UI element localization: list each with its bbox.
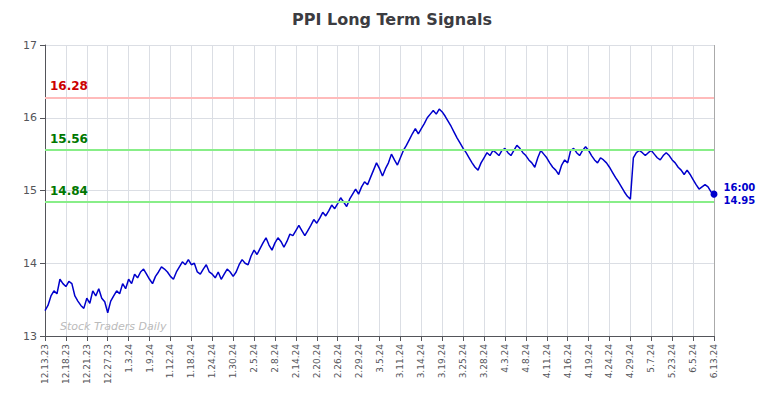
svg-text:2.8.24: 2.8.24 [270,344,280,373]
svg-text:1.30.24: 1.30.24 [228,344,238,379]
svg-text:1.9.24: 1.9.24 [145,344,155,373]
svg-text:2.26.24: 2.26.24 [333,344,343,379]
svg-text:4.16.24: 4.16.24 [563,344,573,379]
svg-text:1.24.24: 1.24.24 [207,344,217,379]
svg-text:14.84: 14.84 [50,184,88,198]
svg-text:3.19.24: 3.19.24 [437,344,447,379]
svg-text:3.25.24: 3.25.24 [458,344,468,379]
svg-text:4.19.24: 4.19.24 [584,344,594,379]
svg-text:14.95: 14.95 [724,195,756,206]
svg-text:5.7.24: 5.7.24 [646,344,656,373]
svg-text:12.27.23: 12.27.23 [103,344,113,384]
svg-text:4.3.24: 4.3.24 [500,344,510,373]
svg-text:4.8.24: 4.8.24 [521,344,531,373]
svg-text:4.29.24: 4.29.24 [625,344,635,379]
svg-text:15: 15 [23,184,37,197]
svg-text:6.13.24: 6.13.24 [709,344,719,379]
svg-text:3.11.24: 3.11.24 [395,344,405,379]
svg-text:2.20.24: 2.20.24 [312,344,322,379]
svg-text:3.5.24: 3.5.24 [375,344,385,373]
svg-text:4.24.24: 4.24.24 [604,344,614,379]
svg-text:Stock Traders Daily: Stock Traders Daily [60,320,167,333]
svg-text:5.23.24: 5.23.24 [667,344,677,379]
svg-text:15.56: 15.56 [50,132,88,146]
svg-text:17: 17 [23,39,37,52]
svg-text:16:00: 16:00 [724,182,756,193]
svg-text:2.14.24: 2.14.24 [291,344,301,379]
svg-text:2.29.24: 2.29.24 [354,344,364,379]
svg-text:6.5.24: 6.5.24 [688,344,698,373]
svg-text:1.3.24: 1.3.24 [124,344,134,373]
svg-text:4.11.24: 4.11.24 [542,344,552,379]
svg-text:3.28.24: 3.28.24 [479,344,489,379]
svg-text:1.18.24: 1.18.24 [186,344,196,379]
svg-text:12.18.23: 12.18.23 [61,344,71,384]
svg-text:3.14.24: 3.14.24 [416,344,426,379]
svg-text:16.28: 16.28 [50,79,88,93]
svg-text:13: 13 [23,330,37,343]
svg-text:16: 16 [23,111,37,124]
svg-text:PPI Long Term Signals: PPI Long Term Signals [292,10,492,29]
svg-text:2.5.24: 2.5.24 [249,344,259,373]
svg-text:12.21.23: 12.21.23 [82,344,92,384]
svg-text:14: 14 [23,257,37,270]
svg-text:12.13.23: 12.13.23 [40,344,50,384]
svg-text:1.12.24: 1.12.24 [165,344,175,379]
